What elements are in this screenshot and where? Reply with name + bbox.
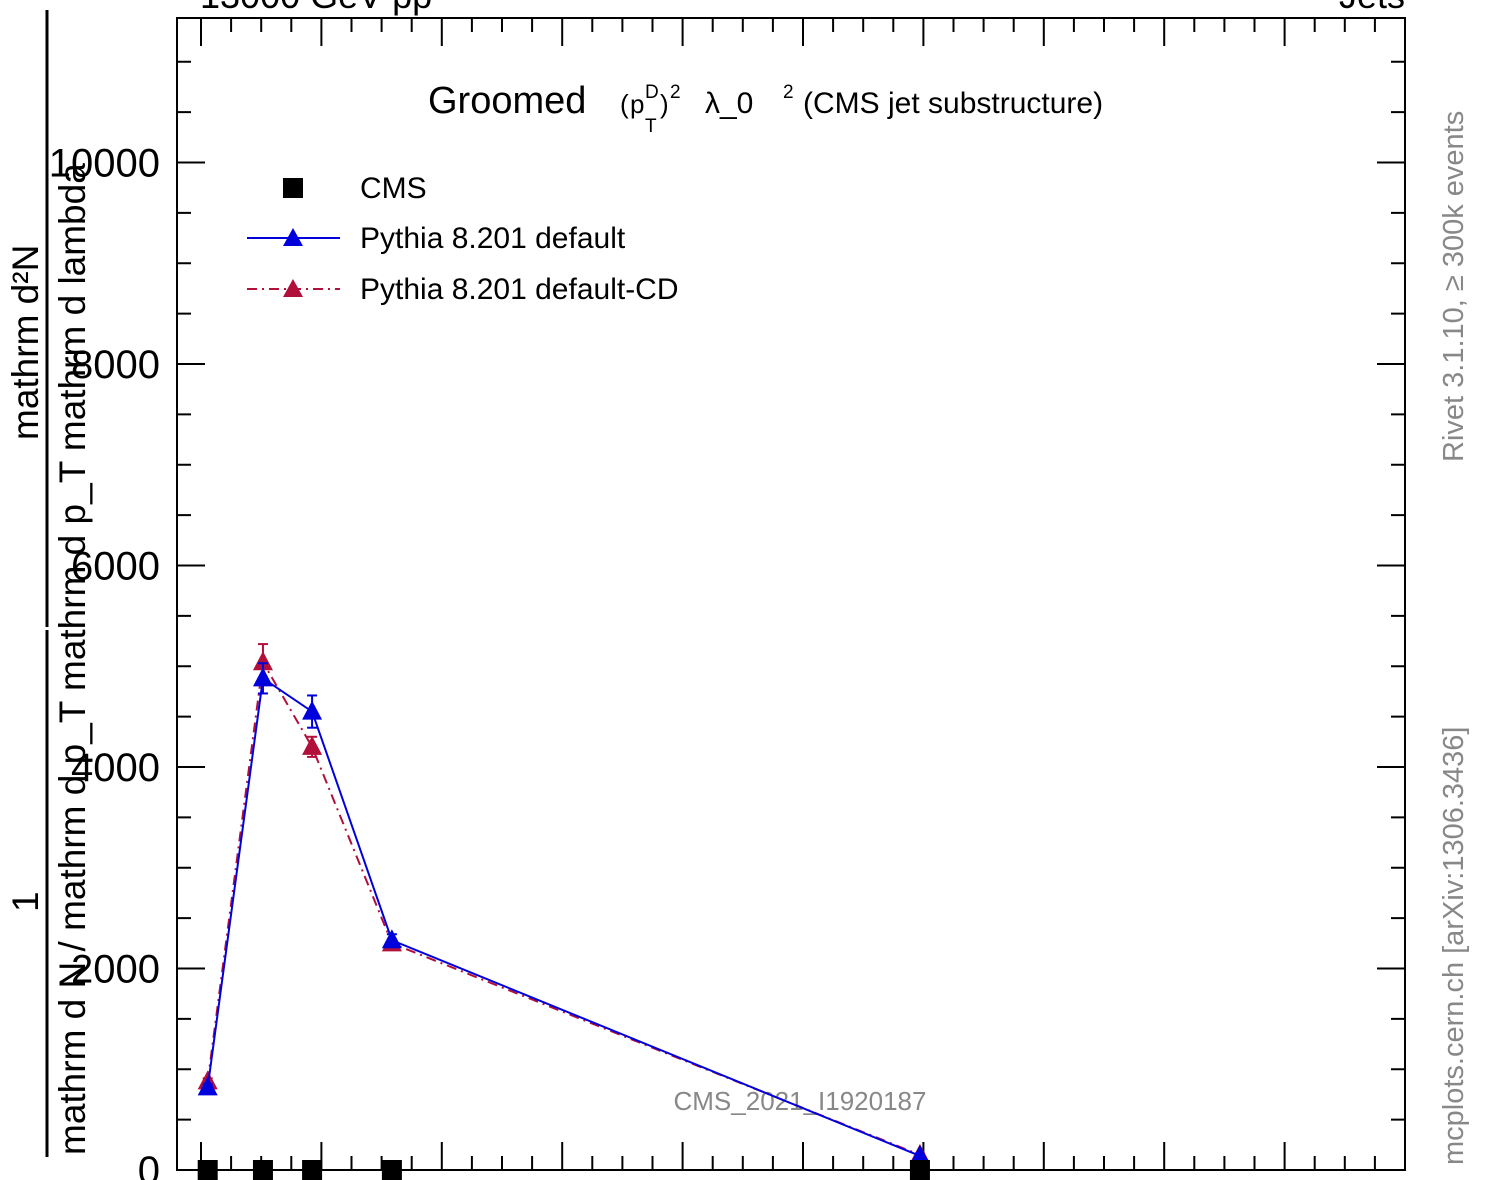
y-axis-label: mathrm d²N mathrm d N / mathrm d p_T mat… [5,10,93,1157]
legend-cms-label: CMS [360,172,427,205]
cms-data-point [909,1160,930,1180]
header-right-text: Jets [1339,0,1405,16]
cms-data-point [381,1160,402,1180]
triangle-marker [302,735,323,755]
y-tick-labels: 0 2000 4000 6000 8000 10000 [49,142,160,1180]
series-default [197,662,930,1164]
axis-ticks [177,18,1406,1171]
title-paren-close: ) [660,89,669,119]
legend-cms-marker [283,178,303,198]
title-lambda-exp: 2 [783,82,794,103]
y-label-top: mathrm d²N [5,245,46,440]
y-tick-label: 2000 [71,948,160,992]
plot-frame [176,17,1406,1171]
cms-data-point [197,1160,218,1180]
triangle-marker [197,1076,218,1096]
title-prefix: Groomed [428,80,586,122]
y-tick-label: 8000 [71,343,160,387]
legend-default-marker [283,228,303,246]
chart-title: Groomed ( p D T ) 2 λ_0 2 (CMS jet subst… [428,80,1103,137]
y-tick-label: 10000 [49,142,160,186]
title-p: p [630,89,644,119]
title-suffix: (CMS jet substructure) [803,87,1103,120]
analysis-tag: CMS_2021_I1920187 [674,1086,927,1116]
legend-cd-marker [283,279,303,297]
y-tick-label: 4000 [71,746,160,790]
cms-data-point [252,1160,273,1180]
title-sup-d: D [645,82,659,103]
title-sub-t: T [645,116,657,137]
header-left-text: 13000 GeV pp [200,0,432,16]
legend-default-label: Pythia 8.201 default [360,222,626,255]
y-tick-label: 0 [138,1149,160,1180]
triangle-marker [252,651,273,671]
rivet-label: Rivet 3.1.10, ≥ 300k events [1438,111,1470,462]
cms-data-point [302,1160,323,1180]
legend-cd-label: Pythia 8.201 default-CD [360,273,679,306]
triangle-marker [302,700,323,720]
triangle-marker [252,667,273,687]
y-tick-label: 6000 [71,545,160,589]
title-exp: 2 [670,82,681,103]
title-lambda: λ_0 [705,87,753,120]
y-label-one: 1 [5,891,46,912]
triangle-marker [909,1144,930,1164]
triangle-marker [381,929,402,949]
mcplots-label: mcplots.cern.ch [arXiv:1306.3436] [1438,727,1470,1165]
series-cms [197,1160,930,1180]
title-paren-open: ( [620,89,629,119]
y-label-bottom: mathrm d N / mathrm d p_T mathrm d p_T m… [52,163,93,1155]
legend: CMS Pythia 8.201 default Pythia 8.201 de… [247,172,679,306]
